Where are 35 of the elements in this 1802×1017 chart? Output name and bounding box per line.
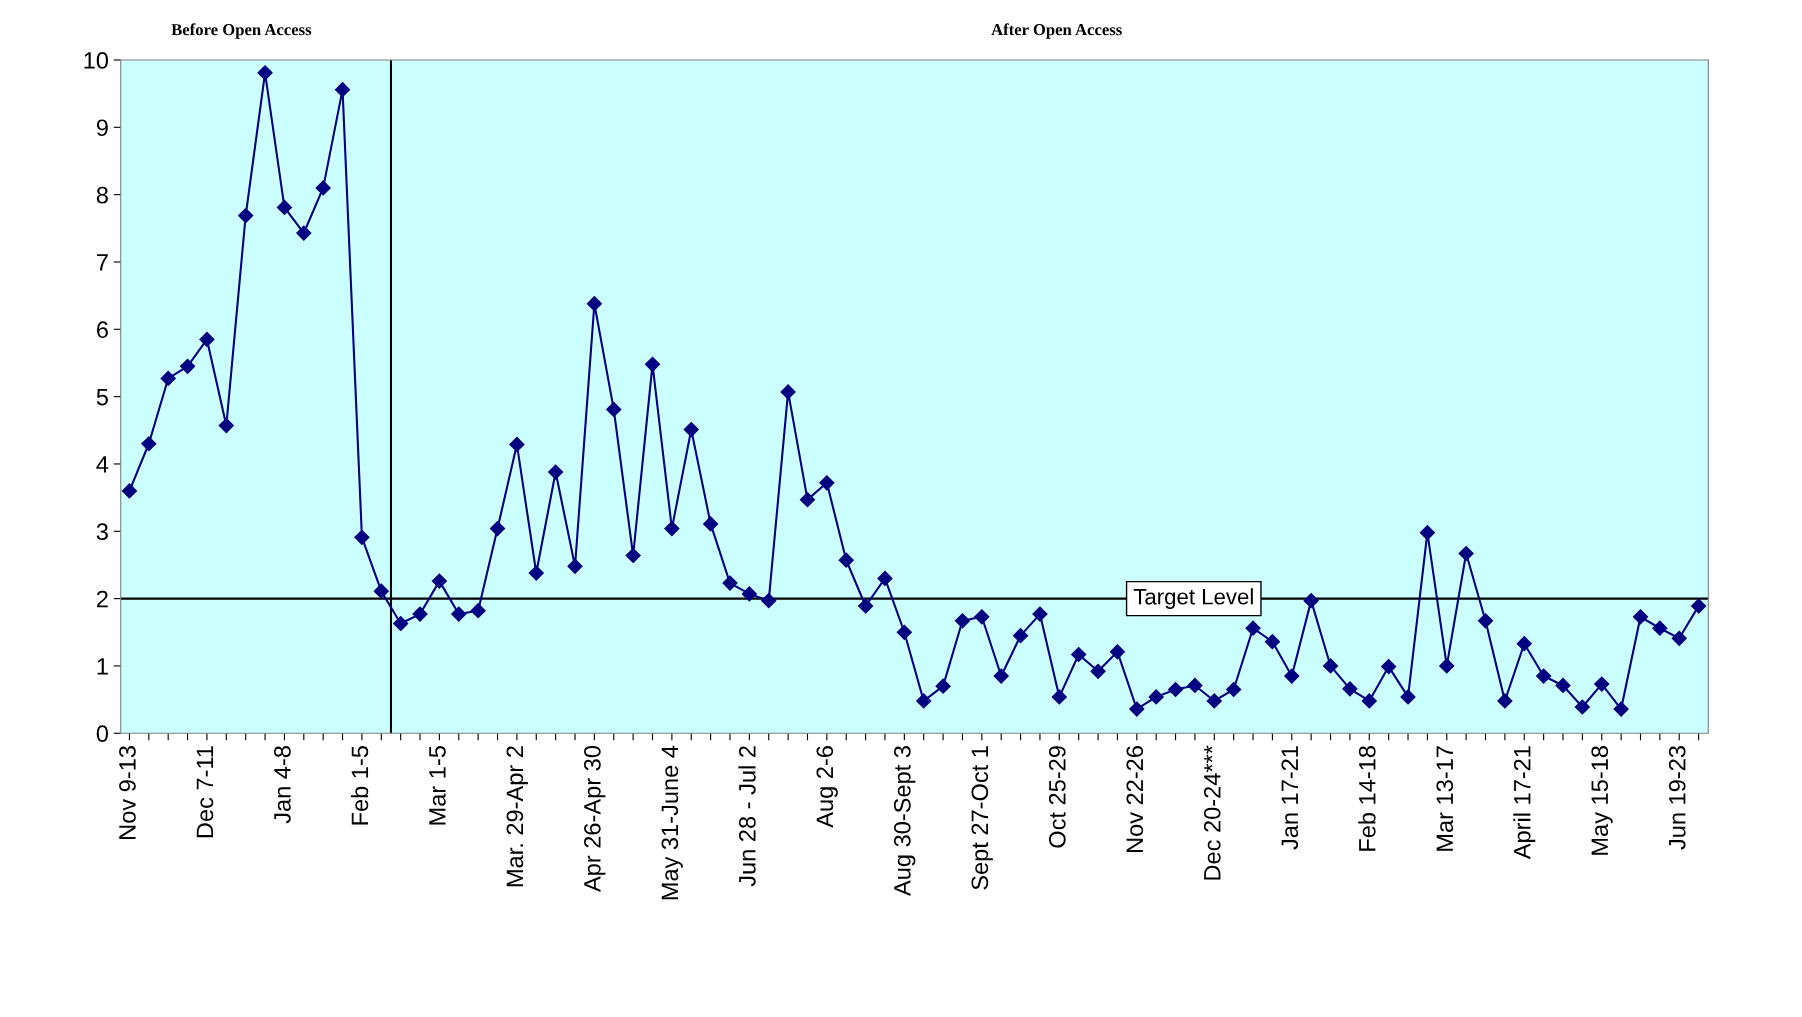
x-tick-label: Feb 14-18	[1358, 746, 1376, 851]
y-tick-label: 9	[96, 119, 108, 137]
x-tick-label: Dec 7-11	[196, 746, 214, 838]
x-tick-label: Nov 22-26	[1126, 746, 1144, 853]
x-tick-label: Nov 9-13	[119, 746, 136, 839]
text: After Open Access	[991, 23, 1122, 39]
x-tick-label: Jun 19-23	[1668, 746, 1686, 850]
x-tick-label: Dec 20-24***	[1203, 745, 1221, 880]
y-tick-label: 3	[96, 523, 108, 541]
y-tick-label: 1	[97, 658, 108, 675]
x-tick-label: Aug 30-Sept 3	[893, 746, 916, 896]
x-tick-label: Mar 13-17	[1436, 746, 1454, 851]
x-tick-label: Oct 25-29	[1048, 746, 1066, 848]
text: Before Open Access	[171, 23, 312, 39]
x-tick-label: Feb 1-5	[350, 746, 369, 825]
x-tick-label: May 15-18	[1591, 746, 1613, 855]
x-tick-label: Mar. 29-Apr 2	[506, 746, 528, 887]
x-tick-label: Jun 28 - Jul 2	[738, 746, 756, 887]
y-tick-label: 0	[96, 725, 109, 743]
y-tick-label: 6	[97, 321, 108, 339]
y-tick-label: 7	[97, 254, 108, 271]
x-tick-label: Mar 1-5	[429, 746, 446, 825]
x-tick-label: May 31-June 4	[661, 745, 683, 900]
y-tick-label: 5	[96, 388, 108, 406]
x-tick-label: Jan 4-8	[274, 746, 291, 824]
x-tick-label: April 17-21	[1513, 746, 1536, 860]
y-tick-label: 2	[96, 590, 108, 608]
x-tick-label: Jan 17-21	[1281, 746, 1299, 850]
x-tick-label: Sept 27-Oct 1	[971, 746, 993, 890]
x-tick-label: Aug 2-6	[816, 746, 838, 828]
y-tick-label: 10	[84, 52, 109, 69]
y-tick-label: 8	[96, 186, 108, 204]
x-tick-label: Apr 26-Apr 30	[584, 745, 606, 892]
ref-line-label: Target Level	[1133, 588, 1253, 609]
y-tick-label: 4	[96, 456, 109, 473]
